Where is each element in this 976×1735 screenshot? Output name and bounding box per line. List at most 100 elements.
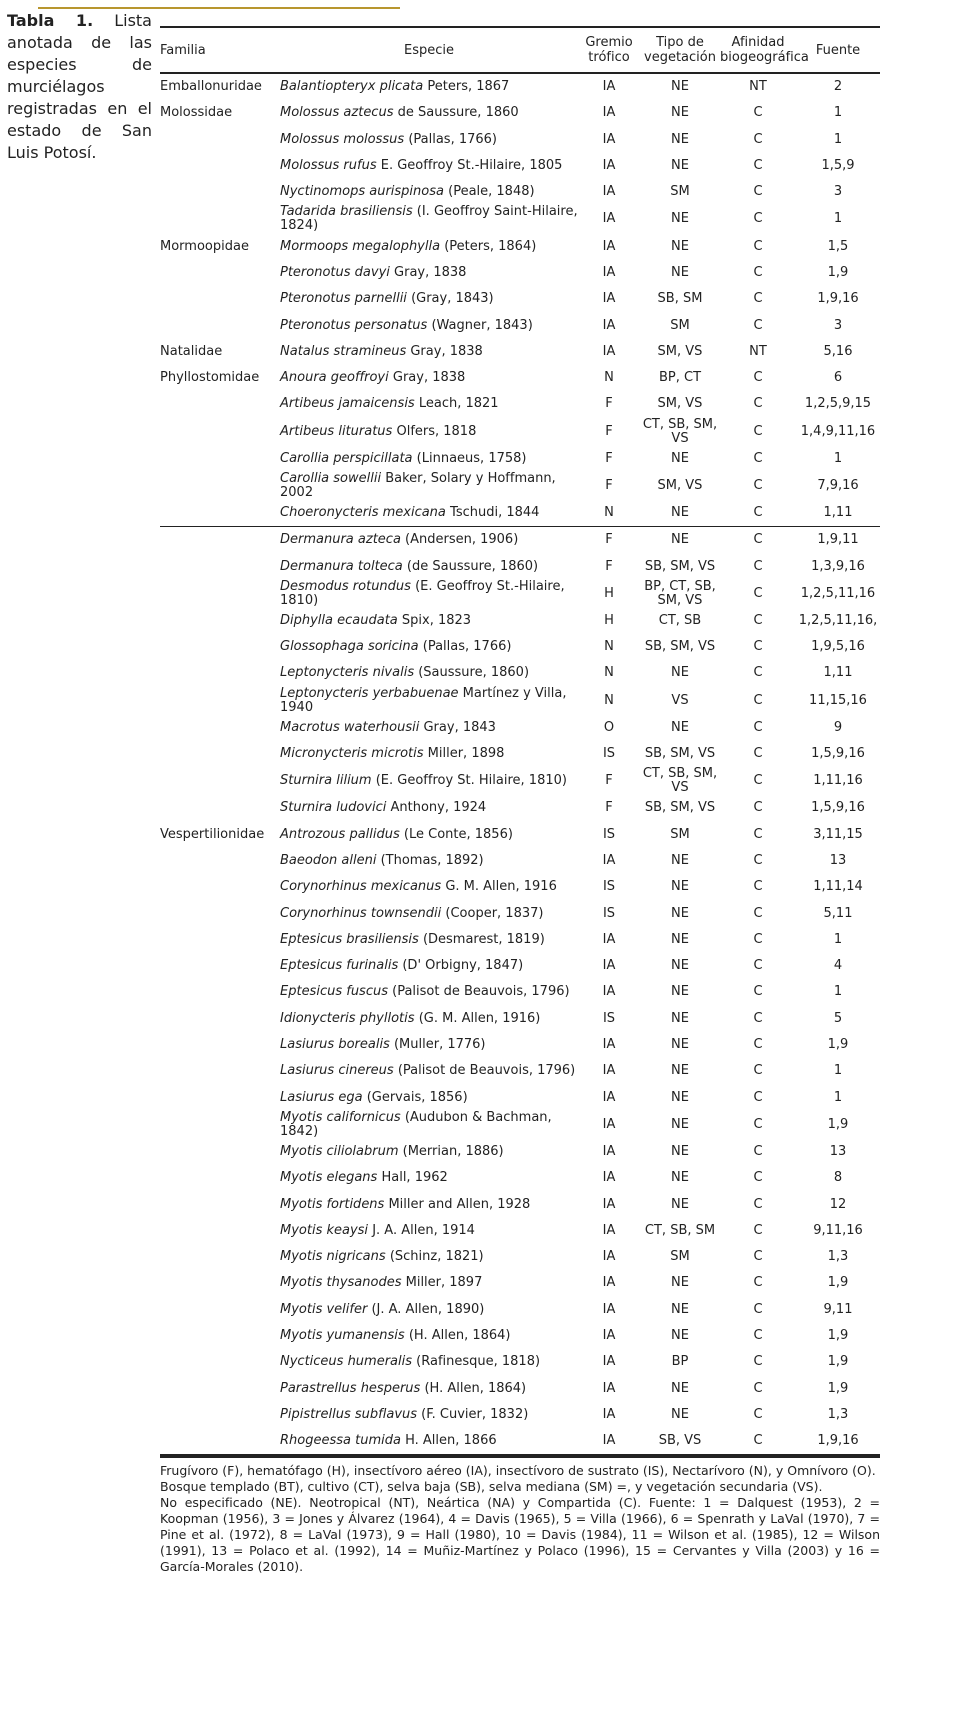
species-author: (Audubon & Bachman, 1842) [280,1109,552,1139]
afinidad-cell: C [720,527,796,554]
gremio: IA [602,1354,616,1370]
afinidad: C [753,105,763,121]
afinidad: C [753,184,763,200]
vegetacion: NE [671,79,689,95]
species-cell: Myotis elegans Hall, 1962 [280,1165,578,1191]
species-cell: Eptesicus brasiliensis (Desmarest, 1819) [280,927,578,953]
table-row: Eptesicus fuscus (Palisot de Beauvois, 1… [160,979,880,1005]
afinidad-cell: C [720,418,796,446]
gremio-cell: H [578,608,640,634]
species-cell: Parastrellus hesperus (H. Allen, 1864) [280,1375,578,1401]
species-author: (E. Geoffroy St.-Hilaire, 1810) [280,578,565,608]
caption: Tabla 1. Lista anotada de las especies d… [7,10,152,164]
gremio: IA [602,931,616,947]
species-author: (Schinz, 1821) [389,1249,484,1265]
gremio-cell: IA [578,1349,640,1375]
table-row: Pteronotus davyi Gray, 1838 IA NE C 1,9 [160,260,880,286]
vegetacion-cell: CT, SB, SM [640,1218,720,1244]
vegetacion: NE [671,905,689,921]
species-author: (Muller, 1776) [393,1037,486,1053]
species-name: Myotis velifer [280,1301,368,1317]
fuente-cell: 1,11 [796,660,880,686]
species-cell: Corynorhinus mexicanus G. M. Allen, 1916 [280,874,578,900]
family-cell [160,608,280,634]
gremio-cell: IA [578,1402,640,1428]
fuente: 1 [833,105,843,121]
header-cell: Gremio trófico [578,27,640,73]
gremio-cell: IA [578,1218,640,1244]
vegetacion: SM [670,1249,690,1265]
gremio-cell: N [578,634,640,660]
species-author: Gray, 1838 [392,370,466,386]
header-text: Tipo de [656,35,704,50]
gremio: IA [602,264,616,280]
family-cell [160,660,280,686]
species-name: Natalus stramineus [280,343,407,359]
species-name: Myotis yumanensis [280,1328,405,1344]
gremio-cell: IS [578,1006,640,1032]
species-name: Eptesicus fuscus [280,984,388,1000]
fuente-cell: 1,2,5,9,15 [796,391,880,417]
afinidad-cell: C [720,446,796,472]
gremio: IA [602,317,616,333]
species-author: (Desmarest, 1819) [422,931,545,947]
species-cell: Leptonycteris yerbabuenae Martínez y Vil… [280,686,578,715]
species-cell: Carollia sowellii Baker, Solary y Hoffma… [280,470,578,500]
family-cell [160,741,280,767]
species-name: Dermanura azteca [280,532,401,548]
fuente: 1,9 [827,1354,849,1370]
vegetacion: SB, SM, VS [644,800,716,816]
table-row: Pipistrellus subflavus (F. Cuvier, 1832)… [160,1402,880,1428]
gremio: IA [602,1328,616,1344]
gremio: N [604,370,614,386]
family-cell [160,767,280,795]
vegetacion-cell: NE [640,100,720,126]
vegetacion: NE [671,665,689,681]
table-row: Myotis velifer (J. A. Allen, 1890) IA NE C 9… [160,1297,880,1323]
afinidad-cell: C [720,233,796,259]
vegetacion-cell: BP, CT, SB, SM, VS [640,579,720,608]
gremio: N [604,665,614,681]
species-author: (G. M. Allen, 1916) [418,1010,541,1026]
vegetacion: NE [671,131,689,147]
gremio-cell: IA [578,848,640,874]
species-cell: Anoura geoffroyi Gray, 1838 [280,365,578,391]
fuente-cell: 1,9 [796,1349,880,1375]
species-author: Spix, 1823 [401,612,472,628]
vegetacion-cell: SM [640,179,720,205]
species-author: G. M. Allen, 1916 [445,879,557,895]
species-cell: Antrozous pallidus (Le Conte, 1856) [280,822,578,848]
gremio-cell: N [578,660,640,686]
fuente: 5,11 [823,905,853,921]
afinidad: C [753,1063,763,1079]
afinidad-cell: C [720,741,796,767]
afinidad-cell: C [720,500,796,527]
gremio-cell: F [578,472,640,500]
species-name: Carollia sowellii [280,470,382,486]
table-row: Diphylla ecaudata Spix, 1823 H CT, SB C 1,2,… [160,608,880,634]
afinidad-cell: C [720,127,796,153]
species-name: Pteronotus davyi [280,264,390,280]
table-row: Eptesicus brasiliensis (Desmarest, 1819)… [160,927,880,953]
table-row: Idionycteris phyllotis (G. M. Allen, 191… [160,1006,880,1032]
fuente: 1 [833,931,843,947]
gremio-cell: IA [578,1111,640,1139]
vegetacion: NE [671,1196,689,1212]
vegetacion: NE [671,931,689,947]
afinidad: C [753,158,763,174]
vegetacion: CT, SB, SM, VS [642,416,718,446]
afinidad: C [753,852,763,868]
vegetacion: NE [671,719,689,735]
gremio: H [604,585,614,601]
table-row: Macrotus waterhousii Gray, 1843 O NE C 9 [160,715,880,741]
fuente: 9,11,16 [813,1222,863,1238]
fuente: 1,9,16 [817,1433,859,1449]
gremio: IA [602,1170,616,1186]
fuente: 1 [833,1089,843,1105]
species-name: Eptesicus furinalis [280,958,399,974]
header-cell: Especie [280,27,578,73]
gremio: IA [602,211,616,227]
vegetacion-cell: NE [640,1297,720,1323]
fuente: 1,11,14 [813,879,863,895]
species-author: (Andersen, 1906) [405,532,519,548]
